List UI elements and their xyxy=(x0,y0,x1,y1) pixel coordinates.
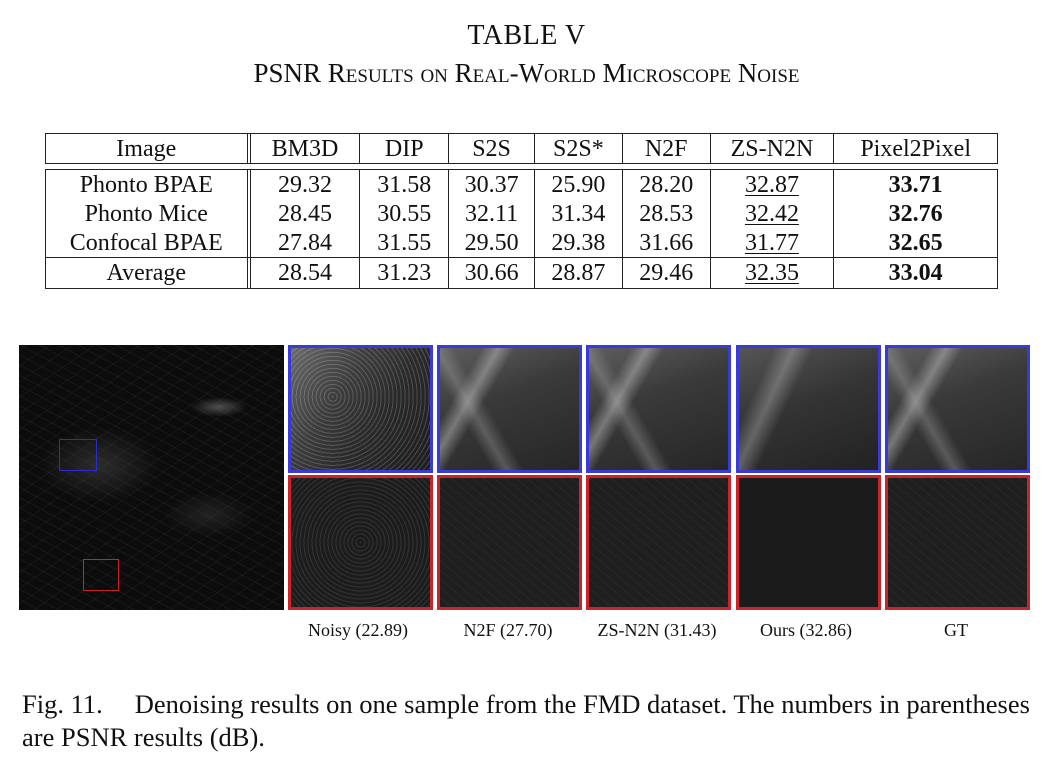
value-cell: 29.50 xyxy=(449,228,535,257)
value-cell: 30.37 xyxy=(449,170,535,199)
header-cell-bm3d: BM3D xyxy=(251,134,361,163)
value-cell: 32.11 xyxy=(449,199,535,228)
value-cell: 31.58 xyxy=(360,170,450,199)
second-best-cell: 31.77 xyxy=(711,228,835,257)
best-cell: 33.04 xyxy=(888,260,943,286)
header-cell-pixel2pixel: Pixel2Pixel xyxy=(860,135,971,162)
patch-label-zs-n2n: ZS-N2N (31.43) xyxy=(597,620,717,640)
n2f-patch-top xyxy=(437,345,582,473)
patch-label-n2f: N2F (27.70) xyxy=(463,620,553,640)
value-cell: 31.34 xyxy=(535,199,623,228)
patch-label-gt: GT xyxy=(944,620,968,640)
table-row: Confocal BPAE 27.84 31.55 29.50 29.38 31… xyxy=(46,228,997,257)
value-cell: 28.20 xyxy=(623,170,711,199)
zs-n2n-patch-bottom xyxy=(586,475,731,610)
ours-patch-top xyxy=(736,345,881,473)
row-label: Confocal BPAE xyxy=(46,228,251,257)
value-cell: 28.45 xyxy=(251,199,361,228)
noisy-patch-top xyxy=(288,345,433,473)
header-cell-n2f: N2F xyxy=(623,134,711,163)
value-cell: 28.53 xyxy=(623,199,711,228)
roi-box-red xyxy=(83,559,119,591)
value-cell: 29.38 xyxy=(535,228,623,257)
value-cell: 28.54 xyxy=(251,258,361,288)
value-cell: 29.46 xyxy=(623,258,711,288)
table-label: TABLE V xyxy=(467,20,586,51)
row-label: Average xyxy=(46,258,251,288)
best-cell: 33.71 xyxy=(888,171,943,198)
denoising-figure: Noisy (22.89) N2F (27.70) ZS-N2N (31.43)… xyxy=(19,345,1031,640)
gt-patch-top xyxy=(885,345,1030,473)
patch-label-noisy: Noisy (22.89) xyxy=(308,620,408,640)
second-best-cell: 32.42 xyxy=(711,199,835,228)
value-cell: 28.87 xyxy=(535,258,623,288)
second-best-cell: 32.87 xyxy=(711,170,835,199)
results-table: Image BM3D DIP S2S S2S* N2F ZS-N2N Pixel… xyxy=(45,133,998,289)
figure-caption: Fig. 11. Denoising results on one sample … xyxy=(22,688,1032,754)
table-row: Phonto Mice 28.45 30.55 32.11 31.34 28.5… xyxy=(46,199,997,228)
table-header-row: Image BM3D DIP S2S S2S* N2F ZS-N2N Pixel… xyxy=(45,133,998,164)
n2f-patch-bottom xyxy=(437,475,582,610)
value-cell: 27.84 xyxy=(251,228,361,257)
row-label: Phonto Mice xyxy=(46,199,251,228)
header-cell-s2s: S2S xyxy=(449,134,535,163)
best-cell: 32.76 xyxy=(888,200,943,227)
value-cell: 31.66 xyxy=(623,228,711,257)
value-cell: 31.55 xyxy=(360,228,450,257)
header-cell-dip: DIP xyxy=(360,134,450,163)
table-caption: PSNR Results on Real-World Microscope No… xyxy=(253,58,800,88)
value-cell: 31.23 xyxy=(360,258,450,288)
gt-patch-bottom xyxy=(885,475,1030,610)
zs-n2n-patch-top xyxy=(586,345,731,473)
value-cell: 25.90 xyxy=(535,170,623,199)
header-cell-s2s-star: S2S* xyxy=(535,134,623,163)
noisy-patch-bottom xyxy=(288,475,433,610)
table-body: Phonto BPAE 29.32 31.58 30.37 25.90 28.2… xyxy=(45,169,998,289)
value-cell: 29.32 xyxy=(251,170,361,199)
header-cell-zs-n2n: ZS-N2N xyxy=(711,134,835,163)
figure-caption-text: Denoising results on one sample from the… xyxy=(22,689,1030,752)
best-cell: 32.65 xyxy=(888,229,943,256)
overview-image xyxy=(19,345,284,610)
header-cell-image: Image xyxy=(46,134,251,163)
table-row-average: Average 28.54 31.23 30.66 28.87 29.46 32… xyxy=(46,257,997,288)
value-cell: 30.66 xyxy=(449,258,535,288)
value-cell: 30.55 xyxy=(360,199,450,228)
ours-patch-bottom xyxy=(736,475,881,610)
figure-number: Fig. 11. xyxy=(22,689,103,719)
second-best-cell: 32.35 xyxy=(711,258,835,288)
patch-label-ours: Ours (32.86) xyxy=(760,620,852,640)
roi-box-blue xyxy=(59,439,97,471)
row-label: Phonto BPAE xyxy=(46,170,251,199)
table-row: Phonto BPAE 29.32 31.58 30.37 25.90 28.2… xyxy=(46,170,997,199)
